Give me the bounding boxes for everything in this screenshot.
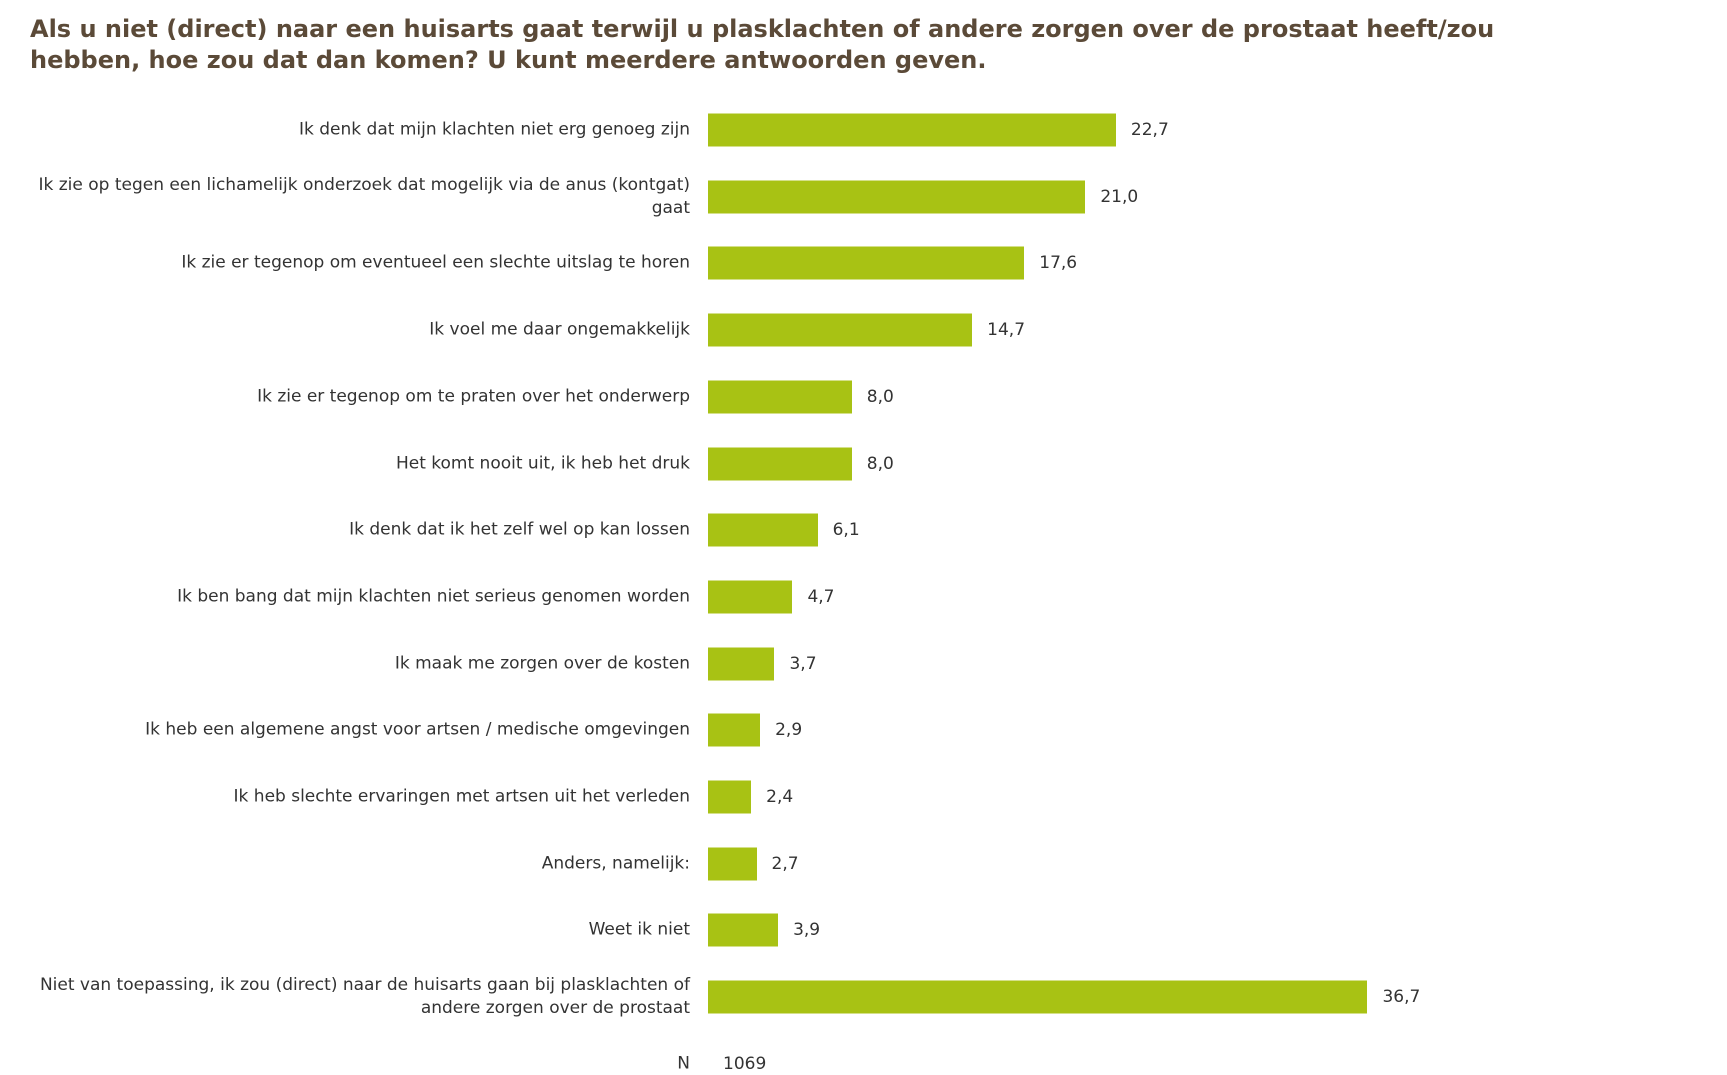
bar bbox=[708, 313, 973, 347]
chart-title: Als u niet (direct) naar een huisarts ga… bbox=[30, 15, 1495, 74]
category-label: Het komt nooit uit, ik heb het druk bbox=[395, 453, 690, 473]
value-label: 17,6 bbox=[1039, 253, 1078, 274]
category-label: Anders, namelijk: bbox=[541, 853, 690, 874]
category-label: Ik denk dat mijn klachten niet erg genoe… bbox=[299, 119, 690, 140]
category-label: Ik denk dat ik het zelf wel op kan losse… bbox=[349, 519, 690, 540]
category-label: Ik zie op tegen een lichamelijk onderzoe… bbox=[38, 174, 691, 218]
category-label: Ik ben bang dat mijn klachten niet serie… bbox=[177, 586, 690, 607]
category-label: Ik maak me zorgen over de kosten bbox=[394, 653, 690, 674]
bar bbox=[708, 713, 761, 747]
bar bbox=[708, 847, 757, 881]
category-label: Weet ik niet bbox=[588, 919, 690, 940]
bar bbox=[708, 246, 1025, 280]
category-label: Niet van toepassing, ik zou (direct) naa… bbox=[39, 975, 690, 1019]
value-label: 8,0 bbox=[866, 386, 894, 407]
value-label: 6,1 bbox=[832, 520, 860, 541]
category-label: Ik zie er tegenop om eventueel een slech… bbox=[181, 252, 690, 273]
bar bbox=[708, 180, 1086, 214]
bar bbox=[708, 647, 775, 681]
bar bbox=[708, 513, 818, 547]
category-label: Ik heb slechte ervaringen met artsen uit… bbox=[233, 786, 690, 807]
category-label: Ik heb een algemene angst voor artsen / … bbox=[145, 719, 690, 740]
bar bbox=[708, 380, 852, 414]
bar bbox=[708, 447, 852, 480]
value-label: 2,9 bbox=[775, 720, 803, 741]
category-label: Ik voel me daar ongemakkelijk bbox=[429, 319, 690, 340]
bar bbox=[708, 113, 1116, 147]
n-label: N bbox=[677, 1053, 690, 1074]
bar bbox=[708, 913, 779, 947]
n-value: 1069 bbox=[723, 1053, 767, 1074]
category-label: Ik zie er tegenop om te praten over het … bbox=[257, 386, 690, 407]
value-label: 8,0 bbox=[866, 453, 894, 474]
value-label: 21,0 bbox=[1100, 186, 1139, 207]
bar bbox=[708, 980, 1368, 1014]
value-label: 22,7 bbox=[1130, 120, 1169, 140]
value-label: 2,4 bbox=[766, 787, 794, 807]
value-label: 4,7 bbox=[807, 586, 835, 607]
value-label: 14,7 bbox=[987, 320, 1026, 341]
value-label: 3,9 bbox=[793, 920, 821, 941]
value-label: 3,7 bbox=[789, 653, 817, 674]
value-label: 2,7 bbox=[771, 853, 799, 874]
value-label: 36,7 bbox=[1382, 987, 1421, 1008]
bar bbox=[708, 580, 793, 614]
bar bbox=[708, 780, 752, 814]
